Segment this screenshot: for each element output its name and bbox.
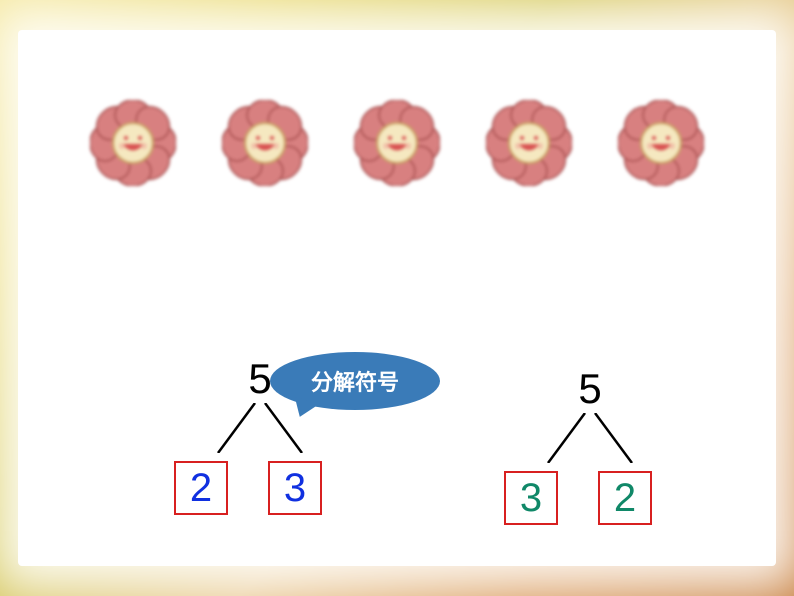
left-child-box: 3 [504,471,558,525]
flower-icon [618,100,704,186]
parent-number: 5 [578,365,601,413]
bubble-label: 分解符号 [311,365,399,397]
flower-icon [486,100,572,186]
flower-icon [90,100,176,186]
left-child-number: 2 [190,466,212,511]
right-child-number: 2 [614,476,636,521]
branch-lines-icon [530,413,650,463]
flower-row [90,100,704,186]
flower-icon [354,100,440,186]
speech-bubble: 分解符号 [270,352,440,410]
decomposition-right: 5 3 2 [500,365,680,525]
right-child-box: 2 [598,471,652,525]
parent-number: 5 [248,355,271,403]
right-child-number: 3 [284,466,306,511]
right-child-box: 3 [268,461,322,515]
left-child-box: 2 [174,461,228,515]
left-child-number: 3 [520,476,542,521]
flower-icon [222,100,308,186]
